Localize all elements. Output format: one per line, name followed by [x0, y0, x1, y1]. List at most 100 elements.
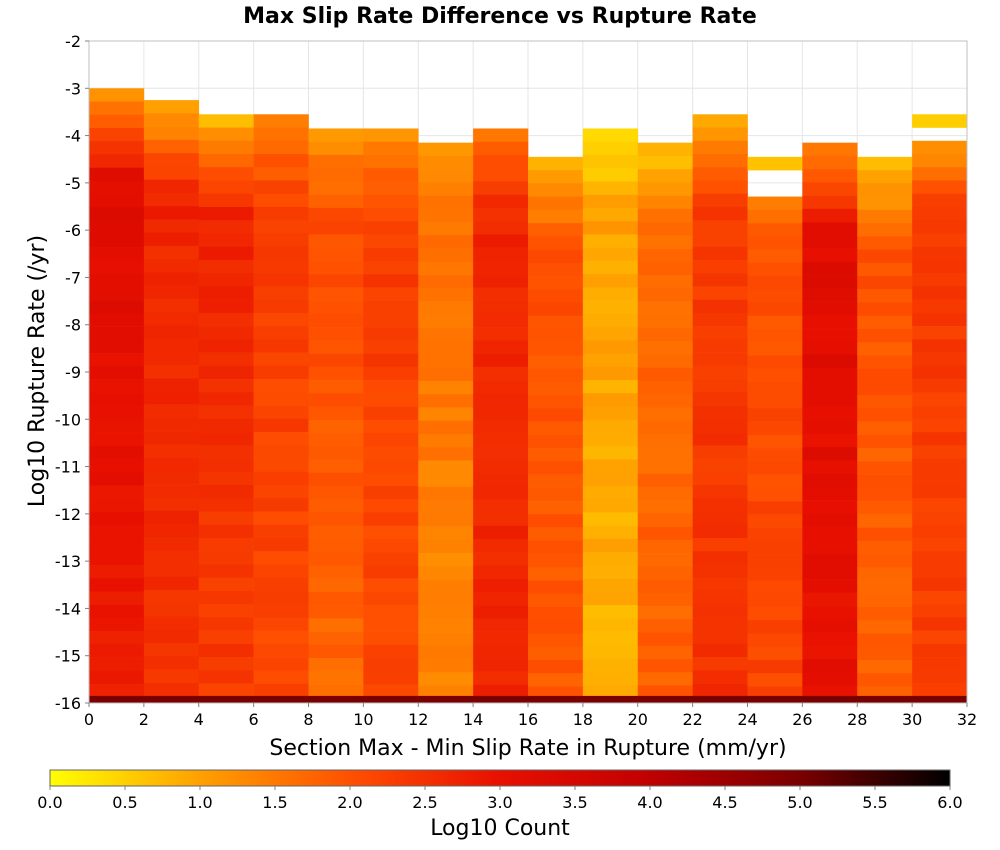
- heatmap-cell: [418, 222, 474, 236]
- heatmap-cell: [253, 498, 309, 512]
- heatmap-cell: [637, 659, 693, 673]
- heatmap-cell: [308, 247, 364, 262]
- heatmap-cell: [528, 368, 584, 383]
- heatmap-cell: [912, 418, 968, 433]
- heatmap-cell: [912, 485, 968, 499]
- heatmap-cell: [747, 461, 803, 475]
- heatmap-cell: [802, 486, 858, 501]
- heatmap-cell: [857, 434, 913, 449]
- heatmap-cell: [912, 524, 968, 539]
- heatmap-cell: [857, 514, 913, 528]
- heatmap-cell: [528, 342, 584, 356]
- heatmap-cell: [89, 101, 145, 116]
- heatmap-cell: [692, 206, 748, 221]
- colorbar-tick-label: 2.0: [337, 793, 362, 812]
- x-tick-label: 18: [573, 710, 593, 729]
- heatmap-cell: [143, 166, 200, 180]
- heatmap-cell: [253, 299, 309, 314]
- heatmap-cell: [253, 683, 309, 697]
- heatmap-cell: [198, 246, 254, 261]
- heatmap-cell: [143, 603, 200, 617]
- heatmap-cell: [363, 472, 419, 487]
- heatmap-cell: [802, 566, 858, 580]
- heatmap-cell: [418, 155, 474, 170]
- heatmap-cell: [198, 617, 254, 631]
- x-tick-label: 16: [518, 710, 538, 729]
- heatmap-cell: [418, 354, 474, 369]
- heatmap-cell: [308, 128, 364, 143]
- heatmap-cell: [143, 497, 200, 511]
- heatmap-cell: [912, 471, 968, 486]
- heatmap-cell: [89, 472, 145, 486]
- heatmap-cell: [637, 155, 693, 170]
- heatmap-cell: [582, 552, 639, 566]
- heatmap-cell: [747, 580, 803, 595]
- heatmap-cell: [198, 326, 254, 340]
- heatmap-cell: [363, 194, 419, 209]
- heatmap-cell: [747, 249, 803, 264]
- heatmap-cell: [692, 511, 748, 526]
- heatmap-cell: [857, 567, 913, 581]
- heatmap-cell: [802, 685, 858, 697]
- heatmap-cell: [253, 590, 309, 605]
- heatmap-cell: [692, 339, 748, 353]
- heatmap-cell: [802, 447, 858, 461]
- heatmap-cell: [363, 432, 419, 447]
- heatmap-cell: [143, 510, 200, 525]
- heatmap-cell: [802, 222, 858, 236]
- heatmap-cell: [857, 355, 913, 369]
- heatmap-cell: [308, 432, 364, 447]
- heatmap-cell: [802, 500, 858, 514]
- heatmap-cell: [418, 632, 474, 647]
- heatmap-cell: [802, 592, 858, 607]
- heatmap-cell: [198, 590, 254, 605]
- heatmap-cell: [198, 657, 254, 671]
- heatmap-cell: [802, 208, 858, 223]
- heatmap-cell: [473, 274, 529, 288]
- heatmap-cell: [692, 392, 748, 406]
- heatmap-cell: [418, 182, 474, 196]
- heatmap-cell: [308, 168, 364, 182]
- heatmap-cell: [308, 300, 364, 315]
- heatmap-cell: [198, 564, 254, 578]
- heatmap-cell: [912, 617, 968, 631]
- heatmap-cell: [253, 127, 309, 142]
- heatmap-cell: [198, 379, 254, 393]
- colorbar-tick-label: 3.5: [562, 793, 587, 812]
- heatmap-cell: [198, 498, 254, 512]
- heatmap-cell: [912, 537, 968, 552]
- heatmap-cell: [89, 617, 145, 632]
- heatmap-cell: [692, 246, 748, 261]
- heatmap-cell: [363, 234, 419, 248]
- heatmap-cell: [418, 473, 474, 488]
- y-tick-label: -14: [55, 599, 81, 618]
- heatmap-cell: [308, 340, 364, 354]
- heatmap-cell: [198, 154, 254, 168]
- heatmap-cell: [418, 142, 474, 157]
- colorbar-ticks: 0.0 0.5 1.0 1.5 2.0 2.5 3.0 3.5 4.0 4.5 5.0 5.5 6.0: [37, 786, 963, 812]
- heatmap-cell: [692, 643, 748, 658]
- heatmap-cell: [143, 563, 200, 578]
- heatmap-cell: [418, 659, 474, 673]
- heatmap-cell: [473, 631, 529, 646]
- heatmap-cell: [418, 539, 474, 554]
- heatmap-cell: [692, 577, 748, 592]
- heatmap-cell: [582, 446, 639, 460]
- heatmap-cell: [253, 365, 309, 380]
- heatmap-cell: [308, 141, 364, 156]
- heatmap-cells: [89, 88, 968, 703]
- x-tick-label: 14: [463, 710, 483, 729]
- heatmap-cell: [198, 365, 254, 380]
- heatmap-cell: [637, 606, 693, 620]
- heatmap-cell: [198, 643, 254, 658]
- heatmap-cell: [89, 511, 145, 526]
- heatmap-cell: [308, 591, 364, 606]
- heatmap-cell: [528, 686, 584, 697]
- x-axis-ticks: 0 2 4 6 8 10 12 14 16 18 20 22 24 26 28 30 32: [84, 703, 977, 729]
- heatmap-cell: [857, 289, 913, 303]
- heatmap-cell: [473, 353, 529, 368]
- heatmap-cell: [692, 445, 748, 459]
- heatmap-cell: [637, 195, 693, 210]
- heatmap-cell: [912, 326, 968, 340]
- heatmap-cell: [308, 393, 364, 407]
